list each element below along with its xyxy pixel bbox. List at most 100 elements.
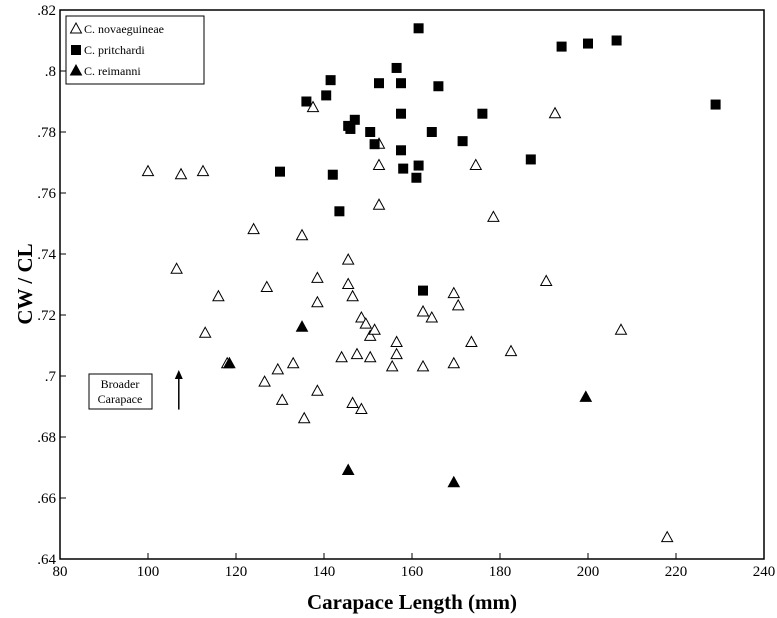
data-point	[390, 335, 403, 347]
data-point	[327, 169, 338, 180]
data-point	[583, 38, 593, 49]
data-point	[170, 262, 183, 274]
data-point	[311, 384, 324, 396]
legend-label-pritchardi: C. pritchardi	[84, 43, 145, 57]
legend-label-novaeguineae: C. novaeguineae	[84, 22, 164, 36]
x-tick-label: 200	[577, 564, 600, 580]
y-tick-label: .68	[37, 430, 56, 446]
data-point	[350, 347, 364, 360]
data-point	[390, 347, 403, 360]
data-point	[297, 411, 311, 424]
data-point	[391, 62, 402, 73]
data-point	[341, 463, 355, 476]
data-point	[275, 393, 289, 405]
data-point	[418, 285, 428, 296]
data-point	[349, 114, 360, 125]
data-point	[141, 164, 155, 177]
legend-marker	[71, 45, 81, 55]
annotation: Broader Carapace	[88, 369, 183, 410]
y-tick-label: .74	[37, 247, 56, 263]
data-point	[295, 228, 309, 241]
data-point	[556, 41, 567, 52]
data-point	[433, 81, 444, 92]
legend-box	[65, 15, 205, 85]
data-point	[321, 90, 332, 101]
data-point	[451, 298, 465, 311]
data-point	[355, 311, 368, 323]
data-point	[359, 317, 373, 329]
data-point	[611, 35, 622, 46]
data-point	[311, 271, 324, 283]
data-point	[355, 402, 368, 415]
axis-tick-labels: 80 100 120 140 160 180 200 220 240 .64 .66 .68 .7 .72…	[37, 3, 775, 580]
data-point	[396, 108, 406, 119]
data-point	[345, 123, 356, 134]
legend-label-reimanni: C. reimanni	[84, 64, 141, 78]
data-point	[223, 356, 236, 369]
data-point	[710, 99, 721, 110]
data-points	[141, 23, 721, 543]
data-point	[447, 475, 461, 488]
data-point	[271, 362, 285, 375]
x-tick-label: 180	[489, 564, 512, 580]
data-point	[374, 78, 384, 89]
x-axis-title: Carapace Length (mm)	[307, 590, 517, 614]
data-point	[411, 172, 422, 183]
data-point	[416, 359, 430, 372]
data-point	[396, 78, 406, 89]
data-point	[447, 356, 461, 369]
x-tick-label: 160	[401, 564, 424, 580]
data-point	[385, 359, 399, 372]
data-point	[174, 167, 188, 180]
y-tick-label: .8	[45, 64, 56, 80]
data-point	[286, 356, 300, 369]
x-tick-label: 100	[137, 564, 160, 580]
data-point	[275, 166, 285, 177]
data-point	[301, 96, 312, 107]
y-tick-label: .76	[37, 186, 56, 202]
data-point	[341, 253, 355, 265]
data-point	[614, 323, 628, 335]
data-point	[306, 100, 320, 113]
annotation-box	[88, 373, 153, 410]
data-point	[365, 127, 376, 137]
annotation-arrow	[174, 369, 183, 410]
data-point	[539, 274, 553, 286]
legend: C. novaeguineae C. pritchardi C. reimann…	[65, 15, 205, 85]
data-point	[341, 277, 355, 289]
y-tick-label: .7	[45, 369, 57, 385]
data-point	[325, 75, 336, 86]
data-point	[465, 335, 478, 347]
data-point	[548, 106, 562, 119]
data-point	[477, 108, 488, 119]
data-point	[258, 375, 271, 387]
data-point	[660, 530, 674, 543]
data-point	[335, 350, 348, 363]
annotation-line-2: Carapace	[98, 392, 143, 406]
data-point	[579, 390, 593, 402]
data-point	[398, 163, 409, 174]
plot-frame	[59, 9, 765, 560]
y-tick-label: .78	[37, 125, 56, 141]
data-point	[447, 286, 461, 299]
data-point	[425, 311, 439, 323]
x-tick-label: 140	[313, 564, 336, 580]
data-point	[260, 280, 274, 293]
data-point	[196, 164, 210, 177]
data-point	[346, 289, 359, 302]
data-point	[372, 198, 386, 210]
x-tick-label: 120	[225, 564, 248, 580]
axis-ticks	[59, 9, 765, 560]
annotation-line-1: Broader	[101, 377, 140, 391]
legend-marker	[69, 63, 83, 76]
data-point	[413, 160, 424, 171]
data-point	[487, 210, 500, 222]
data-point	[525, 154, 536, 165]
data-point	[469, 158, 483, 171]
data-point	[426, 127, 437, 137]
x-tick-label: 240	[753, 564, 776, 580]
legend-marker	[69, 21, 83, 34]
data-point	[334, 206, 345, 217]
data-point	[396, 145, 406, 156]
